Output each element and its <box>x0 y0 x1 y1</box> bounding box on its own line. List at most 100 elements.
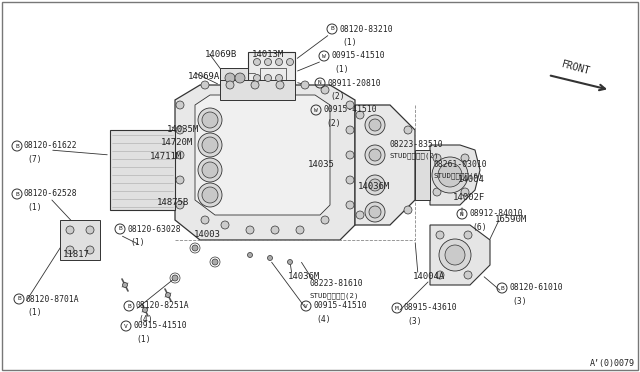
Circle shape <box>369 179 381 191</box>
Text: 08120-61010: 08120-61010 <box>509 283 563 292</box>
Circle shape <box>287 58 294 65</box>
Circle shape <box>369 206 381 218</box>
Text: 16590M: 16590M <box>495 215 527 224</box>
Text: B: B <box>127 304 131 308</box>
Circle shape <box>301 81 309 89</box>
Text: FRONT: FRONT <box>560 60 591 77</box>
Circle shape <box>436 271 444 279</box>
Circle shape <box>225 73 235 83</box>
Circle shape <box>356 211 364 219</box>
Circle shape <box>235 73 245 83</box>
Circle shape <box>321 86 329 94</box>
Polygon shape <box>110 130 175 210</box>
Circle shape <box>172 275 178 281</box>
Text: (1): (1) <box>130 238 145 247</box>
Circle shape <box>143 308 147 312</box>
Circle shape <box>198 133 222 157</box>
Text: 08120-61622: 08120-61622 <box>24 141 77 151</box>
Text: (2): (2) <box>330 92 344 101</box>
Circle shape <box>176 101 184 109</box>
Circle shape <box>192 245 198 251</box>
Circle shape <box>176 176 184 184</box>
Circle shape <box>365 115 385 135</box>
Circle shape <box>461 154 469 162</box>
Circle shape <box>464 231 472 239</box>
Polygon shape <box>195 95 330 215</box>
Polygon shape <box>415 150 430 200</box>
Circle shape <box>365 145 385 165</box>
Circle shape <box>226 81 234 89</box>
Circle shape <box>198 183 222 207</box>
Circle shape <box>202 162 218 178</box>
Circle shape <box>432 157 468 193</box>
Text: 14069B: 14069B <box>205 50 237 59</box>
Text: 08911-20810: 08911-20810 <box>327 78 381 87</box>
Text: B: B <box>500 285 504 291</box>
Text: 14035M: 14035M <box>167 125 199 134</box>
Circle shape <box>86 246 94 254</box>
Circle shape <box>438 163 462 187</box>
Circle shape <box>86 226 94 234</box>
Text: (4): (4) <box>138 315 152 324</box>
Circle shape <box>365 202 385 222</box>
Circle shape <box>445 245 465 265</box>
Text: (1): (1) <box>27 308 42 317</box>
Circle shape <box>404 206 412 214</box>
Text: (6): (6) <box>472 223 486 232</box>
Text: 14035: 14035 <box>308 160 335 169</box>
Text: B: B <box>15 192 19 196</box>
Text: 08915-43610: 08915-43610 <box>404 304 458 312</box>
Text: 14036M: 14036M <box>288 272 320 281</box>
Text: (1): (1) <box>334 65 349 74</box>
Circle shape <box>275 58 282 65</box>
Text: STUDスタッド(2): STUDスタッド(2) <box>310 292 360 299</box>
Circle shape <box>176 201 184 209</box>
Text: (1): (1) <box>27 203 42 212</box>
Circle shape <box>176 126 184 134</box>
Circle shape <box>122 282 127 288</box>
Text: 14004A: 14004A <box>413 272 445 281</box>
Circle shape <box>202 187 218 203</box>
Circle shape <box>346 176 354 184</box>
Polygon shape <box>60 220 100 260</box>
Circle shape <box>253 74 260 81</box>
Text: 00915-41510: 00915-41510 <box>323 106 376 115</box>
Circle shape <box>264 74 271 81</box>
Text: 14036M: 14036M <box>358 182 390 191</box>
Circle shape <box>264 58 271 65</box>
Text: A’(0)0079: A’(0)0079 <box>590 359 635 368</box>
Circle shape <box>268 256 273 260</box>
Text: V: V <box>304 304 308 308</box>
Circle shape <box>356 111 364 119</box>
Text: V: V <box>124 324 128 328</box>
Text: N: N <box>318 80 322 86</box>
Text: W: W <box>314 108 318 112</box>
Circle shape <box>346 126 354 134</box>
Circle shape <box>461 188 469 196</box>
Circle shape <box>271 226 279 234</box>
Circle shape <box>66 226 74 234</box>
Text: (1): (1) <box>342 38 356 47</box>
Text: 11817: 11817 <box>63 250 90 259</box>
Text: 00915-41510: 00915-41510 <box>331 51 385 61</box>
Circle shape <box>248 253 253 257</box>
Circle shape <box>439 239 471 271</box>
Circle shape <box>436 231 444 239</box>
Text: B: B <box>330 26 334 32</box>
Text: 14069A: 14069A <box>188 72 220 81</box>
Circle shape <box>346 151 354 159</box>
Text: B: B <box>17 296 21 301</box>
Text: (1): (1) <box>136 335 150 344</box>
Circle shape <box>369 149 381 161</box>
Polygon shape <box>430 145 480 205</box>
Text: (3): (3) <box>512 297 527 306</box>
Text: B: B <box>118 227 122 231</box>
Circle shape <box>365 175 385 195</box>
Circle shape <box>433 154 441 162</box>
Text: 08223-81610: 08223-81610 <box>310 279 364 288</box>
Circle shape <box>296 226 304 234</box>
Text: 08120-63028: 08120-63028 <box>127 224 180 234</box>
Circle shape <box>221 221 229 229</box>
Circle shape <box>253 58 260 65</box>
Circle shape <box>433 188 441 196</box>
